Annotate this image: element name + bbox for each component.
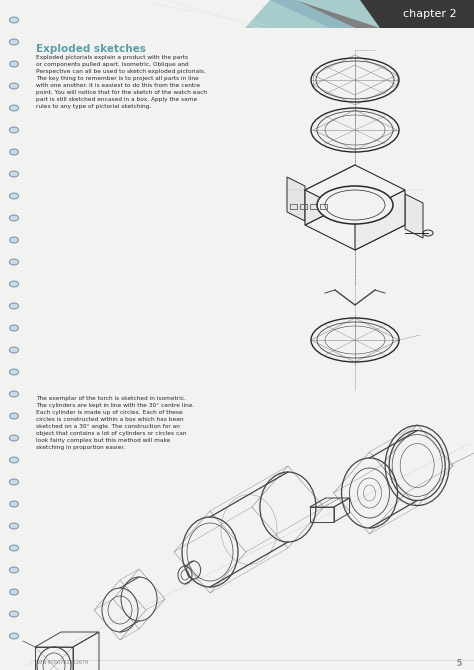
Text: 5: 5 — [457, 659, 462, 667]
Ellipse shape — [9, 457, 18, 463]
Polygon shape — [355, 190, 405, 250]
Polygon shape — [360, 0, 474, 28]
Ellipse shape — [9, 589, 18, 595]
Ellipse shape — [9, 545, 18, 551]
Polygon shape — [0, 0, 270, 28]
Ellipse shape — [9, 523, 18, 529]
Polygon shape — [295, 0, 380, 28]
Ellipse shape — [9, 17, 18, 23]
Ellipse shape — [9, 83, 18, 89]
Ellipse shape — [9, 347, 18, 353]
Ellipse shape — [317, 186, 393, 224]
Ellipse shape — [9, 193, 18, 199]
Text: SBN 9780702322679: SBN 9780702322679 — [36, 661, 88, 665]
Ellipse shape — [9, 501, 18, 507]
Polygon shape — [305, 165, 405, 215]
Ellipse shape — [9, 171, 18, 177]
Ellipse shape — [9, 435, 18, 441]
Bar — [290, 204, 297, 209]
Ellipse shape — [9, 391, 18, 397]
Polygon shape — [405, 194, 423, 238]
Ellipse shape — [9, 259, 18, 265]
Ellipse shape — [9, 61, 18, 67]
Ellipse shape — [9, 303, 18, 309]
Ellipse shape — [9, 105, 18, 111]
Polygon shape — [270, 0, 355, 28]
Ellipse shape — [9, 413, 18, 419]
Ellipse shape — [9, 39, 18, 45]
Bar — [300, 204, 307, 209]
Text: Exploded pictorials explain a product with the parts
or components pulled apart.: Exploded pictorials explain a product wi… — [36, 55, 207, 109]
Polygon shape — [287, 177, 305, 221]
Ellipse shape — [9, 237, 18, 243]
Ellipse shape — [9, 127, 18, 133]
Ellipse shape — [9, 149, 18, 155]
Bar — [310, 204, 317, 209]
Polygon shape — [305, 200, 405, 250]
Text: Exploded sketches: Exploded sketches — [36, 44, 146, 54]
Bar — [0, 0, 474, 28]
Ellipse shape — [9, 215, 18, 221]
Bar — [320, 204, 327, 209]
Ellipse shape — [9, 325, 18, 331]
Ellipse shape — [9, 369, 18, 375]
Ellipse shape — [9, 567, 18, 573]
Text: The exemplar of the torch is sketched in isometric.
The cylinders are kept in li: The exemplar of the torch is sketched in… — [36, 396, 194, 450]
Ellipse shape — [9, 479, 18, 485]
Text: chapter 2: chapter 2 — [403, 9, 457, 19]
Polygon shape — [305, 165, 355, 225]
Ellipse shape — [9, 281, 18, 287]
Ellipse shape — [9, 633, 18, 639]
Ellipse shape — [9, 611, 18, 617]
